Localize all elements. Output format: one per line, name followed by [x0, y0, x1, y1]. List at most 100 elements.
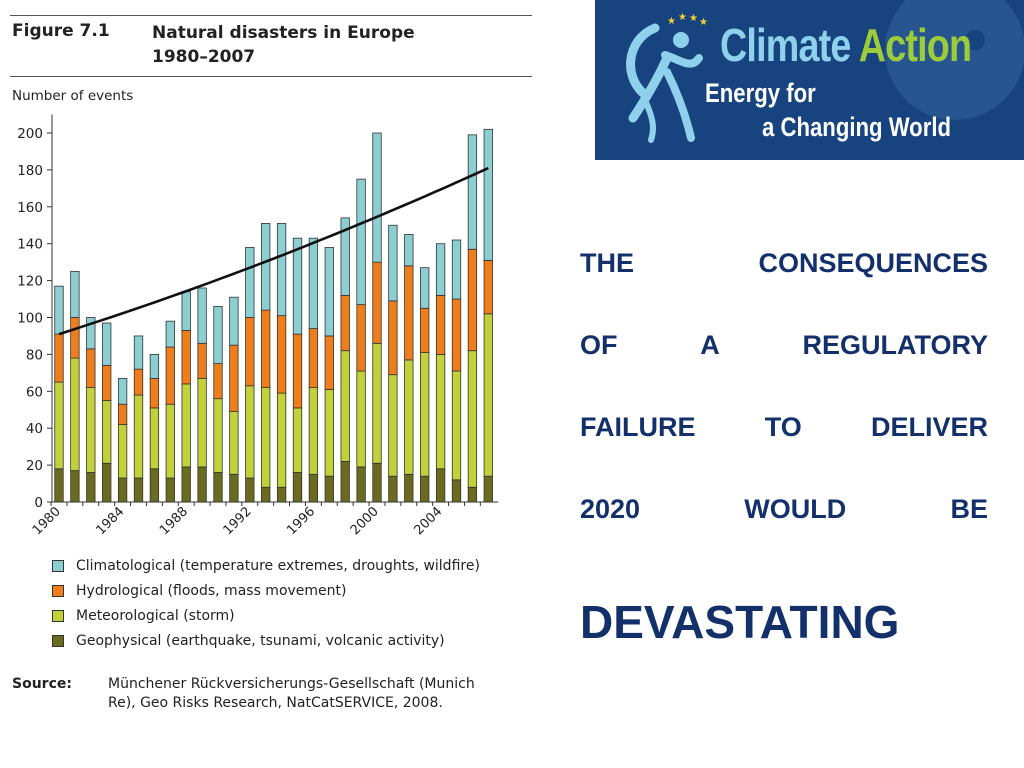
- bar-segment: [356, 178, 366, 305]
- bar-segment: [261, 486, 271, 503]
- y-tick-label: 180: [17, 163, 43, 179]
- headline-word: CONSEQUENCES: [758, 248, 988, 278]
- headline-word: REGULATORY: [802, 330, 988, 360]
- bar-segment: [54, 468, 64, 503]
- x-tick-label: 1984: [93, 504, 127, 538]
- svg-text:★: ★: [678, 12, 687, 23]
- bar-segment: [435, 294, 446, 355]
- banner-subtitle-line-2: a Changing World: [762, 112, 952, 142]
- bar-segment: [276, 486, 287, 503]
- legend-swatch-geophysical: [52, 634, 64, 647]
- bar-segment: [245, 385, 255, 479]
- headline-word: DELIVER: [870, 412, 988, 442]
- climate-action-banner: ★ ★ ★ ★ Climate Action Energy for a Chan…: [595, 0, 1024, 160]
- headline-word: FAILURE: [580, 412, 696, 442]
- legend-swatch-meteorological: [52, 609, 64, 622]
- bar-segment: [213, 306, 223, 365]
- bar-segment: [181, 291, 191, 331]
- bar-segment: [467, 350, 478, 488]
- bar-segment: [435, 243, 446, 296]
- bar-segment: [451, 370, 462, 481]
- bar-segment: [451, 239, 462, 300]
- headline-word: TO: [764, 412, 802, 442]
- bar-segment: [340, 350, 350, 462]
- bar-segment: [467, 486, 478, 503]
- bar-segment: [149, 377, 160, 409]
- bar-segment: [102, 462, 112, 503]
- bar-segment: [420, 352, 430, 477]
- bar-segment: [229, 296, 239, 346]
- y-tick-label: 20: [26, 458, 43, 474]
- bar-segment: [276, 392, 287, 488]
- bar-segment: [197, 287, 207, 344]
- bar-segment: [165, 403, 175, 479]
- figure-number: Figure 7.1: [12, 21, 110, 41]
- headline-word: WOULD: [744, 494, 847, 524]
- chart-legend: Climatological (temperature extremes, dr…: [52, 553, 480, 653]
- source-label: Source:: [12, 676, 72, 692]
- x-tick-label: 1992: [221, 504, 255, 538]
- bar-segment: [213, 398, 223, 473]
- legend-label-hydrological: Hydrological (floods, mass movement): [76, 582, 347, 599]
- headline-emphasis: DEVASTATING: [580, 596, 900, 648]
- y-tick-label: 140: [17, 237, 43, 253]
- bar-segment: [70, 270, 80, 318]
- bar-segment: [388, 224, 398, 302]
- bar-segment: [292, 333, 303, 409]
- bar-segment: [245, 317, 255, 387]
- bar-segment: [356, 370, 366, 468]
- bar-segment: [276, 223, 287, 317]
- bar-segment: [117, 403, 128, 425]
- y-tick-label: 80: [26, 347, 43, 363]
- bar-segment: [372, 261, 382, 344]
- headline-word: OF: [580, 330, 618, 360]
- bar-segment: [451, 298, 462, 372]
- legend-label-climatological: Climatological (temperature extremes, dr…: [76, 557, 480, 574]
- headline-line-4: 2020 WOULD BE: [580, 494, 988, 525]
- figure-title-line-2: 1980–2007: [152, 47, 256, 67]
- bar-segment: [133, 335, 144, 370]
- bar-segment: [70, 470, 80, 503]
- bar-segment: [261, 309, 271, 389]
- bar-segment: [229, 411, 239, 475]
- bar-segment: [420, 307, 430, 353]
- source-citation: Münchener Rückversicherungs-Gesellschaft…: [108, 675, 475, 713]
- bar-segment: [420, 267, 430, 309]
- legend-label-meteorological: Meteorological (storm): [76, 607, 235, 624]
- bar-segment: [388, 374, 398, 477]
- y-axis: 0 20 40 60 80 100 120 140 160 180 200: [17, 114, 53, 511]
- bar-segment: [372, 342, 382, 464]
- bar-segment: [102, 400, 112, 464]
- bar-segment: [117, 424, 128, 479]
- bar-segment: [102, 322, 112, 366]
- bar-segment: [340, 294, 350, 352]
- bar-segment: [54, 381, 64, 470]
- bar-segment: [197, 466, 207, 503]
- bar-segment: [308, 387, 319, 475]
- bar-segment: [181, 330, 191, 385]
- bar-segment: [292, 472, 303, 503]
- headline-word: 2020: [580, 494, 641, 524]
- bar-series: [54, 128, 493, 503]
- y-tick-label: 200: [17, 126, 43, 142]
- bar-segment: [388, 300, 398, 376]
- legend-item-meteorological: Meteorological (storm): [52, 603, 480, 628]
- banner-title-climate: Climate: [720, 19, 851, 71]
- svg-text:★: ★: [689, 13, 698, 24]
- x-tick-label: 2004: [411, 504, 445, 538]
- bar-segment: [229, 344, 239, 412]
- bar-segment: [483, 259, 493, 315]
- y-tick-label: 40: [26, 421, 43, 437]
- bar-segment: [292, 237, 303, 335]
- legend-item-climatological: Climatological (temperature extremes, dr…: [52, 553, 480, 578]
- legend-swatch-hydrological: [52, 584, 64, 597]
- figure-title: Natural disasters in Europe 1980–2007: [152, 21, 415, 69]
- bar-segment: [308, 473, 319, 503]
- bar-segment: [245, 477, 255, 503]
- bar-segment: [356, 304, 366, 372]
- svg-text:★: ★: [667, 16, 676, 27]
- trend-line: [58, 166, 489, 336]
- bar-segment: [483, 313, 493, 477]
- bar-segment: [483, 475, 493, 503]
